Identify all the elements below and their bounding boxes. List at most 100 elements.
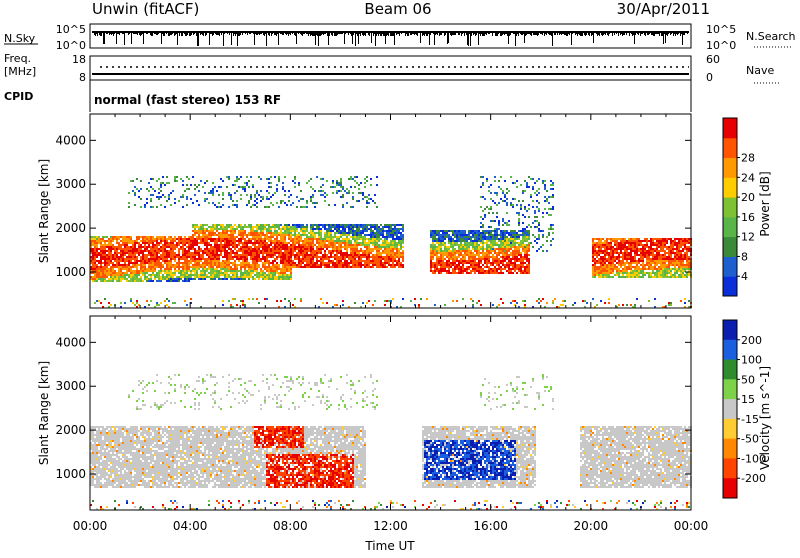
range-gate-cell: [450, 238, 452, 240]
range-gate-cell: [98, 268, 100, 270]
range-gate-cell: [272, 276, 274, 278]
range-gate-cell: [242, 250, 244, 252]
range-gate-cell: [462, 240, 464, 242]
range-gate-cell: [262, 252, 264, 254]
range-gate-cell: [298, 264, 300, 266]
range-gate-cell: [252, 186, 254, 188]
range-gate-cell: [304, 264, 306, 266]
range-gate-cell: [264, 244, 266, 246]
range-gate-cell: [370, 250, 372, 252]
range-gate-cell: [478, 256, 480, 258]
range-gate-cell: [284, 240, 286, 242]
nsky-bar: [191, 31, 192, 35]
range-gate-cell: [268, 206, 270, 208]
nsky-bar: [447, 31, 448, 44]
range-gate-cell: [454, 240, 456, 242]
range-gate-cell: [178, 252, 180, 254]
range-gate-cell: [278, 246, 280, 248]
range-gate-cell: [286, 250, 288, 252]
range-gate-cell: [268, 274, 270, 276]
range-gate-cell: [194, 258, 196, 260]
nsky-bar: [148, 31, 149, 33]
range-gate-cell: [164, 272, 166, 274]
nsky-bar: [472, 31, 473, 33]
range-gate-cell: [242, 232, 244, 234]
range-gate-cell: [208, 242, 210, 244]
range-gate-cell: [444, 248, 446, 250]
nsky-bar: [402, 31, 403, 33]
range-gate-cell: [322, 190, 324, 192]
range-gate-cell: [274, 264, 276, 266]
range-gate-cell: [264, 236, 266, 238]
nsky-bar: [397, 31, 398, 34]
nsky-tick-bottom: 10^0: [56, 39, 86, 52]
range-gate-cell: [172, 252, 174, 254]
nsky-bar: [476, 31, 477, 35]
nsky-bar: [214, 31, 215, 33]
range-gate-cell: [216, 266, 218, 268]
range-gate-cell: [188, 240, 190, 242]
range-gate-cell: [250, 198, 252, 200]
range-gate-cell: [466, 246, 468, 248]
range-gate-cell: [276, 270, 278, 272]
range-gate-cell: [176, 246, 178, 248]
nsky-bar: [251, 31, 252, 33]
range-gate-cell: [254, 266, 256, 268]
range-gate-cell: [138, 238, 140, 240]
range-gate-cell: [220, 268, 222, 270]
range-gate-cell: [252, 270, 254, 272]
range-gate-cell: [170, 272, 172, 274]
range-gate-cell: [280, 258, 282, 260]
range-gate-cell: [470, 272, 472, 274]
range-gate-cell: [98, 274, 100, 276]
range-gate-cell: [378, 232, 380, 234]
range-gate-cell: [454, 232, 456, 234]
range-gate-cell: [262, 258, 264, 260]
range-gate-cell: [358, 200, 360, 202]
range-gate-cell: [490, 220, 492, 222]
range-gate-cell: [306, 258, 308, 260]
range-gate-cell: [436, 260, 438, 262]
range-gate-cell: [468, 238, 470, 240]
range-gate-cell: [352, 198, 354, 200]
range-gate-cell: [488, 254, 490, 256]
range-gate-cell: [294, 250, 296, 252]
range-gate-cell: [336, 262, 338, 264]
range-gate-cell: [118, 274, 120, 276]
range-gate-cell: [300, 300, 302, 302]
range-gate-cell: [102, 266, 104, 268]
range-gate-cell: [250, 232, 252, 234]
range-gate-cell: [238, 248, 240, 250]
range-gate-cell: [168, 250, 170, 252]
range-gate-cell: [334, 246, 336, 248]
range-gate-cell: [184, 274, 186, 276]
range-gate-cell: [390, 266, 392, 268]
range-gate-cell: [344, 234, 346, 236]
range-gate-cell: [232, 240, 234, 242]
range-gate-cell: [348, 224, 350, 226]
range-gate-cell: [326, 232, 328, 234]
range-gate-cell: [488, 232, 490, 234]
range-gate-cell: [182, 280, 184, 282]
nsky-bar: [680, 31, 681, 36]
range-gate-cell: [350, 226, 352, 228]
nsky-bar: [144, 31, 145, 33]
nsky-bar: [416, 31, 417, 35]
range-gate-cell: [472, 242, 474, 244]
nsky-bar: [478, 31, 479, 45]
nsky-bar: [574, 31, 575, 33]
range-gate-cell: [486, 180, 488, 182]
range-gate-cell: [340, 180, 342, 182]
nsky-bar: [437, 31, 438, 35]
range-gate-cell: [144, 238, 146, 240]
range-gate-cell: [488, 186, 490, 188]
range-gate-cell: [144, 240, 146, 242]
range-gate-cell: [236, 252, 238, 254]
range-gate-cell: [188, 250, 190, 252]
range-gate-cell: [210, 226, 212, 228]
range-gate-cell: [202, 266, 204, 268]
range-gate-cell: [192, 252, 194, 254]
nsky-bar: [326, 31, 327, 33]
range-gate-cell: [190, 278, 192, 280]
range-gate-cell: [390, 234, 392, 236]
